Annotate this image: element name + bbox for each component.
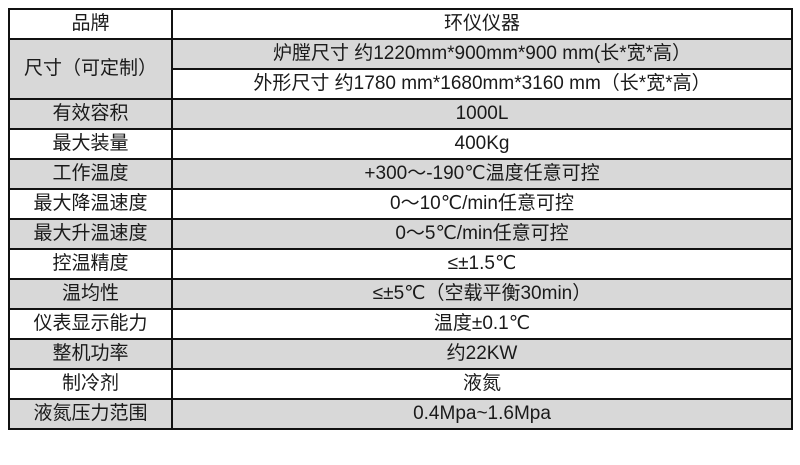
table-row: 最大装量 400Kg: [8, 128, 793, 160]
spec-value-max-load: 400Kg: [171, 128, 793, 160]
table-row: 整机功率 约22KW: [8, 338, 793, 370]
spec-label-dimensions: 尺寸（可定制）: [8, 38, 173, 100]
spec-value-display-capability: 温度±0.1℃: [171, 308, 793, 340]
spec-label-max-cooling-rate: 最大降温速度: [8, 188, 173, 220]
table-row: 尺寸（可定制） 炉膛尺寸 约1220mm*900mm*900 mm(长*宽*高）: [8, 38, 793, 100]
spec-value-working-temp: +300～-190℃温度任意可控: [171, 158, 793, 190]
spec-label-working-temp: 工作温度: [8, 158, 173, 190]
spec-label-temp-uniformity: 温均性: [8, 278, 173, 310]
spec-value-chamber-size: 炉膛尺寸 约1220mm*900mm*900 mm(长*宽*高）: [171, 38, 793, 70]
spec-label-ln2-pressure-range: 液氮压力范围: [8, 398, 173, 430]
table-row: 制冷剂 液氮: [8, 368, 793, 400]
spec-value-refrigerant: 液氮: [171, 368, 793, 400]
spec-value-total-power: 约22KW: [171, 338, 793, 370]
table-row: 液氮压力范围 0.4Mpa~1.6Mpa: [8, 398, 793, 430]
spec-value-temp-accuracy: ≤±1.5℃: [171, 248, 793, 280]
table-row: 外形尺寸 约1780 mm*1680mm*3160 mm（长*宽*高）: [9, 68, 793, 100]
spec-label-effective-volume: 有效容积: [8, 98, 173, 130]
spec-label-refrigerant: 制冷剂: [8, 368, 173, 400]
spec-value-temp-uniformity: ≤±5℃（空载平衡30min）: [171, 278, 793, 310]
table-row: 仪表显示能力 温度±0.1℃: [8, 308, 793, 340]
table-row: 最大降温速度 0～10℃/min任意可控: [8, 188, 793, 220]
spec-table: 品牌 环仪仪器 尺寸（可定制） 炉膛尺寸 约1220mm*900mm*900 m…: [8, 8, 793, 430]
spec-value-external-size: 外形尺寸 约1780 mm*1680mm*3160 mm（长*宽*高）: [171, 68, 793, 100]
spec-value-brand: 环仪仪器: [171, 8, 793, 40]
table-row: 有效容积 1000L: [8, 98, 793, 130]
spec-label-total-power: 整机功率: [8, 338, 173, 370]
spec-label-temp-accuracy: 控温精度: [8, 248, 173, 280]
spec-label-max-heating-rate: 最大升温速度: [8, 218, 173, 250]
spec-value-max-heating-rate: 0～5℃/min任意可控: [171, 218, 793, 250]
spec-value-ln2-pressure-range: 0.4Mpa~1.6Mpa: [171, 398, 793, 430]
table-row: 最大升温速度 0～5℃/min任意可控: [8, 218, 793, 250]
spec-label-display-capability: 仪表显示能力: [8, 308, 173, 340]
spec-value-effective-volume: 1000L: [171, 98, 793, 130]
spec-value-max-cooling-rate: 0～10℃/min任意可控: [171, 188, 793, 220]
spec-label-brand: 品牌: [8, 8, 173, 40]
spec-label-max-load: 最大装量: [8, 128, 173, 160]
table-row: 温均性 ≤±5℃（空载平衡30min）: [8, 278, 793, 310]
table-row: 控温精度 ≤±1.5℃: [8, 248, 793, 280]
table-row: 品牌 环仪仪器: [8, 8, 793, 40]
table-row: 工作温度 +300～-190℃温度任意可控: [8, 158, 793, 190]
